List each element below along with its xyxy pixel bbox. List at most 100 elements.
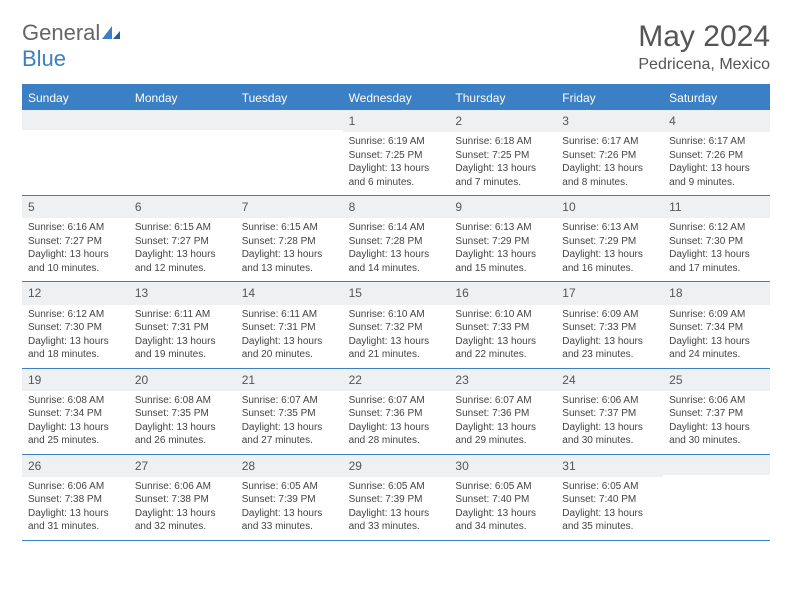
sunset-text: Sunset: 7:28 PM xyxy=(242,235,337,249)
calendar-cell: 21Sunrise: 6:07 AMSunset: 7:35 PMDayligh… xyxy=(236,369,343,454)
calendar-cell: 16Sunrise: 6:10 AMSunset: 7:33 PMDayligh… xyxy=(449,282,556,367)
sunrise-text: Sunrise: 6:10 AM xyxy=(455,308,550,322)
calendar-cell: 11Sunrise: 6:12 AMSunset: 7:30 PMDayligh… xyxy=(663,196,770,281)
cell-body: Sunrise: 6:08 AMSunset: 7:35 PMDaylight:… xyxy=(129,391,236,454)
day-number: 14 xyxy=(236,282,343,304)
sunrise-text: Sunrise: 6:05 AM xyxy=(349,480,444,494)
daylight-text: Daylight: 13 hours and 7 minutes. xyxy=(455,162,550,189)
daylight-text: Daylight: 13 hours and 15 minutes. xyxy=(455,248,550,275)
sunset-text: Sunset: 7:39 PM xyxy=(242,493,337,507)
daylight-text: Daylight: 13 hours and 27 minutes. xyxy=(242,421,337,448)
calendar-cell: 18Sunrise: 6:09 AMSunset: 7:34 PMDayligh… xyxy=(663,282,770,367)
cell-body: Sunrise: 6:07 AMSunset: 7:35 PMDaylight:… xyxy=(236,391,343,454)
sunset-text: Sunset: 7:27 PM xyxy=(135,235,230,249)
day-number: 20 xyxy=(129,369,236,391)
cell-body: Sunrise: 6:15 AMSunset: 7:27 PMDaylight:… xyxy=(129,218,236,281)
sunset-text: Sunset: 7:36 PM xyxy=(349,407,444,421)
calendar-cell: 15Sunrise: 6:10 AMSunset: 7:32 PMDayligh… xyxy=(343,282,450,367)
sunrise-text: Sunrise: 6:08 AM xyxy=(135,394,230,408)
sunrise-text: Sunrise: 6:19 AM xyxy=(349,135,444,149)
sunrise-text: Sunrise: 6:13 AM xyxy=(455,221,550,235)
calendar-cell: 12Sunrise: 6:12 AMSunset: 7:30 PMDayligh… xyxy=(22,282,129,367)
calendar-cell: 24Sunrise: 6:06 AMSunset: 7:37 PMDayligh… xyxy=(556,369,663,454)
daylight-text: Daylight: 13 hours and 10 minutes. xyxy=(28,248,123,275)
calendar: Sunday Monday Tuesday Wednesday Thursday… xyxy=(22,84,770,541)
day-number: 16 xyxy=(449,282,556,304)
calendar-cell: 2Sunrise: 6:18 AMSunset: 7:25 PMDaylight… xyxy=(449,110,556,195)
day-number: 11 xyxy=(663,196,770,218)
cell-body: Sunrise: 6:17 AMSunset: 7:26 PMDaylight:… xyxy=(556,132,663,195)
day-number: 9 xyxy=(449,196,556,218)
day-number: 29 xyxy=(343,455,450,477)
sunset-text: Sunset: 7:25 PM xyxy=(349,149,444,163)
week-row: 26Sunrise: 6:06 AMSunset: 7:38 PMDayligh… xyxy=(22,455,770,541)
sunrise-text: Sunrise: 6:05 AM xyxy=(455,480,550,494)
day-header-fri: Friday xyxy=(556,86,663,110)
sunrise-text: Sunrise: 6:15 AM xyxy=(135,221,230,235)
calendar-cell: 29Sunrise: 6:05 AMSunset: 7:39 PMDayligh… xyxy=(343,455,450,540)
day-number: 26 xyxy=(22,455,129,477)
daylight-text: Daylight: 13 hours and 30 minutes. xyxy=(669,421,764,448)
day-number: 4 xyxy=(663,110,770,132)
sunset-text: Sunset: 7:40 PM xyxy=(562,493,657,507)
sunrise-text: Sunrise: 6:17 AM xyxy=(562,135,657,149)
day-number: 19 xyxy=(22,369,129,391)
daylight-text: Daylight: 13 hours and 14 minutes. xyxy=(349,248,444,275)
sunset-text: Sunset: 7:29 PM xyxy=(562,235,657,249)
logo-part2: Blue xyxy=(22,46,66,71)
day-number: 10 xyxy=(556,196,663,218)
sunset-text: Sunset: 7:34 PM xyxy=(669,321,764,335)
sunset-text: Sunset: 7:32 PM xyxy=(349,321,444,335)
sunrise-text: Sunrise: 6:07 AM xyxy=(455,394,550,408)
calendar-cell: 25Sunrise: 6:06 AMSunset: 7:37 PMDayligh… xyxy=(663,369,770,454)
cell-body: Sunrise: 6:11 AMSunset: 7:31 PMDaylight:… xyxy=(236,305,343,368)
sunset-text: Sunset: 7:37 PM xyxy=(669,407,764,421)
cell-body: Sunrise: 6:15 AMSunset: 7:28 PMDaylight:… xyxy=(236,218,343,281)
calendar-cell: 22Sunrise: 6:07 AMSunset: 7:36 PMDayligh… xyxy=(343,369,450,454)
day-number: 12 xyxy=(22,282,129,304)
day-number: 24 xyxy=(556,369,663,391)
sunrise-text: Sunrise: 6:12 AM xyxy=(28,308,123,322)
calendar-cell: 26Sunrise: 6:06 AMSunset: 7:38 PMDayligh… xyxy=(22,455,129,540)
daylight-text: Daylight: 13 hours and 25 minutes. xyxy=(28,421,123,448)
cell-body: Sunrise: 6:10 AMSunset: 7:32 PMDaylight:… xyxy=(343,305,450,368)
day-header-tue: Tuesday xyxy=(236,86,343,110)
sunrise-text: Sunrise: 6:16 AM xyxy=(28,221,123,235)
sunset-text: Sunset: 7:25 PM xyxy=(455,149,550,163)
cell-body: Sunrise: 6:18 AMSunset: 7:25 PMDaylight:… xyxy=(449,132,556,195)
sunrise-text: Sunrise: 6:18 AM xyxy=(455,135,550,149)
cell-body: Sunrise: 6:12 AMSunset: 7:30 PMDaylight:… xyxy=(22,305,129,368)
location: Pedricena, Mexico xyxy=(638,56,770,74)
sunset-text: Sunset: 7:29 PM xyxy=(455,235,550,249)
cell-body: Sunrise: 6:06 AMSunset: 7:37 PMDaylight:… xyxy=(663,391,770,454)
daylight-text: Daylight: 13 hours and 31 minutes. xyxy=(28,507,123,534)
sunrise-text: Sunrise: 6:06 AM xyxy=(562,394,657,408)
cell-body: Sunrise: 6:13 AMSunset: 7:29 PMDaylight:… xyxy=(449,218,556,281)
cell-body: Sunrise: 6:07 AMSunset: 7:36 PMDaylight:… xyxy=(449,391,556,454)
sunset-text: Sunset: 7:31 PM xyxy=(135,321,230,335)
sunset-text: Sunset: 7:33 PM xyxy=(562,321,657,335)
sunset-text: Sunset: 7:36 PM xyxy=(455,407,550,421)
cell-body: Sunrise: 6:06 AMSunset: 7:37 PMDaylight:… xyxy=(556,391,663,454)
day-number: 27 xyxy=(129,455,236,477)
daylight-text: Daylight: 13 hours and 19 minutes. xyxy=(135,335,230,362)
sunrise-text: Sunrise: 6:17 AM xyxy=(669,135,764,149)
day-number: 5 xyxy=(22,196,129,218)
sunset-text: Sunset: 7:39 PM xyxy=(349,493,444,507)
day-number xyxy=(236,110,343,130)
daylight-text: Daylight: 13 hours and 32 minutes. xyxy=(135,507,230,534)
daylight-text: Daylight: 13 hours and 17 minutes. xyxy=(669,248,764,275)
cell-body: Sunrise: 6:06 AMSunset: 7:38 PMDaylight:… xyxy=(22,477,129,540)
cell-body: Sunrise: 6:07 AMSunset: 7:36 PMDaylight:… xyxy=(343,391,450,454)
sunrise-text: Sunrise: 6:10 AM xyxy=(349,308,444,322)
sunset-text: Sunset: 7:38 PM xyxy=(135,493,230,507)
cell-body: Sunrise: 6:05 AMSunset: 7:39 PMDaylight:… xyxy=(236,477,343,540)
sunset-text: Sunset: 7:26 PM xyxy=(562,149,657,163)
cell-body: Sunrise: 6:08 AMSunset: 7:34 PMDaylight:… xyxy=(22,391,129,454)
daylight-text: Daylight: 13 hours and 6 minutes. xyxy=(349,162,444,189)
week-row: 1Sunrise: 6:19 AMSunset: 7:25 PMDaylight… xyxy=(22,110,770,196)
cell-body: Sunrise: 6:05 AMSunset: 7:40 PMDaylight:… xyxy=(556,477,663,540)
calendar-cell: 31Sunrise: 6:05 AMSunset: 7:40 PMDayligh… xyxy=(556,455,663,540)
sunset-text: Sunset: 7:27 PM xyxy=(28,235,123,249)
calendar-cell: 27Sunrise: 6:06 AMSunset: 7:38 PMDayligh… xyxy=(129,455,236,540)
